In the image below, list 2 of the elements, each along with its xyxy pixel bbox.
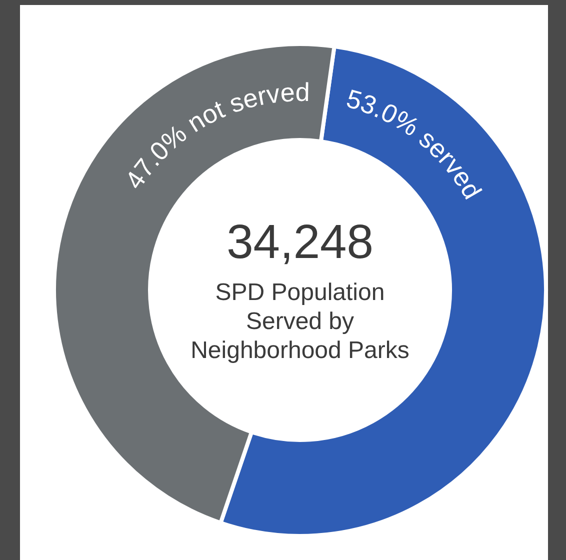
text: 34,248: [226, 216, 374, 269]
text: SPD Population Served by Neighborhood Parks: [190, 279, 410, 364]
